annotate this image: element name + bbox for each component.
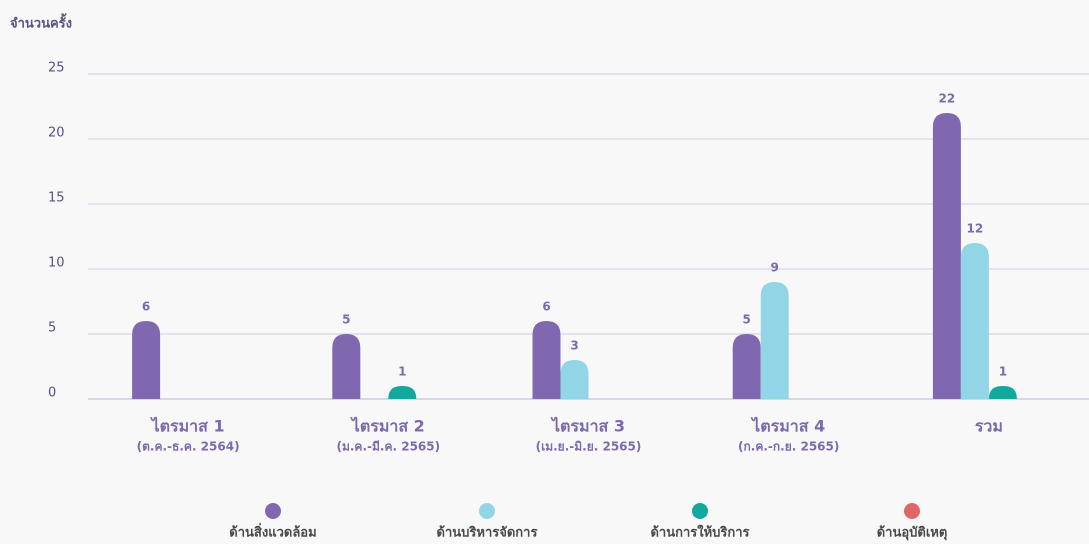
y-tick-label: 5 [48, 321, 56, 336]
value-label: 6 [142, 300, 150, 314]
legend-marker [265, 503, 281, 519]
y-tick-label: 20 [48, 126, 65, 141]
value-label: 6 [542, 300, 550, 314]
legend-label: ด้านการให้บริการ [650, 524, 749, 541]
bar [760, 282, 789, 399]
value-label: 1 [398, 365, 406, 379]
x-tick-label: ไตรมาส 3 [550, 417, 625, 436]
bar [332, 334, 361, 399]
legend-label: ด้านสิ่งแวดล้อม [229, 523, 316, 541]
value-label: 1 [999, 365, 1007, 379]
y-tick-label: 0 [48, 386, 56, 401]
x-tick-label: ไตรมาส 4 [750, 417, 825, 436]
bar [988, 386, 1017, 399]
y-axis-label: จำนวนครั้ง [10, 13, 72, 32]
y-tick-label: 15 [48, 191, 65, 206]
value-label: 9 [771, 261, 779, 275]
value-label: 12 [967, 222, 984, 236]
x-tick-sublabel: (ก.ค.-ก.ย. 2565) [738, 440, 839, 454]
legend-marker [479, 503, 495, 519]
y-tick-label: 10 [48, 256, 65, 271]
value-label: 5 [743, 313, 751, 327]
x-tick-sublabel: (ม.ค.-มี.ค. 2565) [336, 440, 440, 454]
x-tick-sublabel: (ต.ค.-ธ.ค. 2564) [137, 440, 240, 454]
value-label: 3 [570, 339, 578, 353]
legend-label: ด้านบริหารจัดการ [437, 525, 538, 541]
bar [960, 243, 989, 399]
y-tick-label: 25 [48, 61, 65, 76]
legend-label: ด้านอุบัติเหตุ [877, 525, 948, 541]
bar [732, 334, 761, 399]
value-label: 22 [939, 92, 956, 106]
x-tick-label: ไตรมาส 2 [350, 417, 425, 436]
bar [932, 113, 961, 399]
bar [560, 360, 589, 399]
bar [132, 321, 161, 399]
x-tick-label: ไตรมาส 1 [150, 417, 225, 436]
legend-marker [904, 503, 920, 519]
bar [532, 321, 561, 399]
value-label: 5 [342, 313, 350, 327]
bar [388, 386, 417, 399]
x-tick-label: รวม [975, 417, 1003, 436]
x-tick-sublabel: (เม.ย.-มิ.ย. 2565) [536, 440, 642, 454]
legend-marker [692, 503, 708, 519]
